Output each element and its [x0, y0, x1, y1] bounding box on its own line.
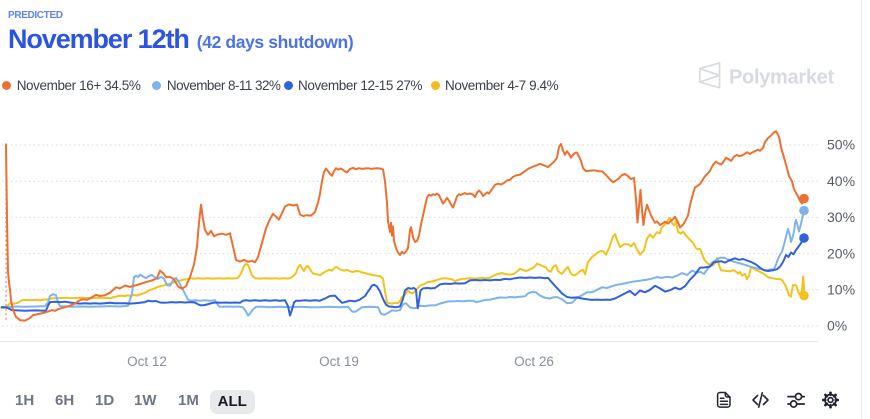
svg-text:Polymarket: Polymarket: [729, 66, 834, 88]
svg-text:Oct 19: Oct 19: [319, 354, 359, 369]
svg-text:Oct 12: Oct 12: [127, 354, 167, 369]
svg-text:50%: 50%: [827, 137, 855, 153]
svg-text:Oct 26: Oct 26: [514, 354, 554, 369]
svg-text:40%: 40%: [827, 173, 855, 189]
svg-text:0%: 0%: [827, 318, 847, 334]
svg-text:30%: 30%: [827, 209, 855, 225]
svg-text:10%: 10%: [827, 282, 855, 298]
svg-text:20%: 20%: [827, 245, 855, 261]
